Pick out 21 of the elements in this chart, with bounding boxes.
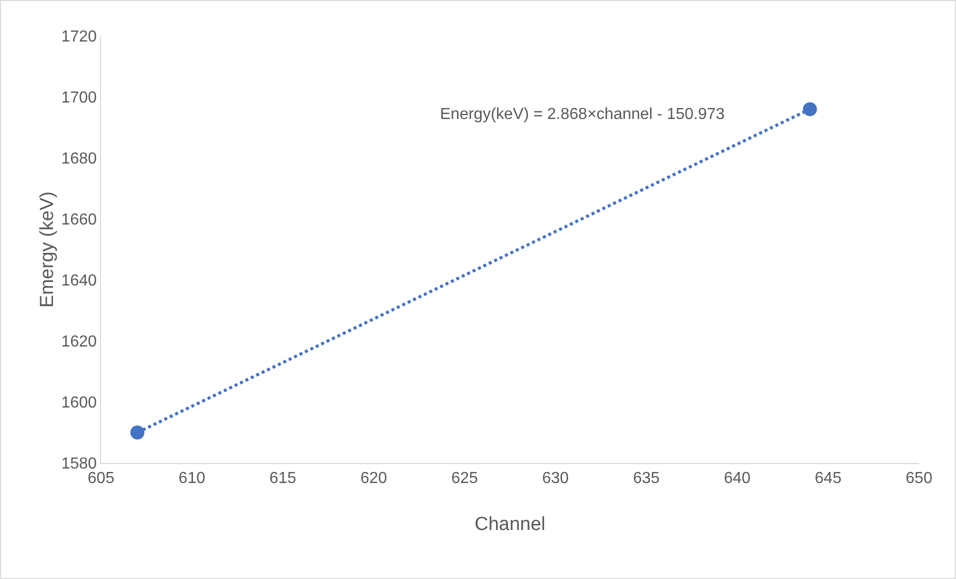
y-tick-label: 1680 [61, 150, 97, 168]
x-tick-label: 605 [88, 470, 114, 488]
annotation: Energy(keV) = 2.868×channel - 150.973 [440, 106, 725, 123]
x-tick-label: 610 [178, 470, 206, 488]
y-tick-label: 1660 [61, 212, 97, 229]
x-tick-label: 615 [269, 470, 296, 488]
y-tick-label: 1600 [61, 394, 97, 412]
y-tick-label: 1620 [61, 334, 97, 351]
x-tick-label: 635 [632, 470, 660, 488]
x-tick-label: 625 [451, 470, 478, 488]
y-tick-label: 1640 [61, 272, 97, 290]
y-tick-label: 1720 [61, 28, 97, 46]
x-axis-title: Channel [474, 514, 546, 535]
x-tick-label: 630 [542, 470, 569, 488]
x-tick-label: 640 [724, 470, 751, 488]
y-tick-label: 1580 [61, 456, 97, 473]
x-tick-label: 645 [814, 470, 842, 488]
x-tick-label: 620 [360, 470, 388, 488]
y-tick-label: 1700 [61, 90, 97, 107]
y-axis-title: Emergy (keV) [37, 191, 58, 308]
x-tick-label: 650 [906, 470, 932, 488]
